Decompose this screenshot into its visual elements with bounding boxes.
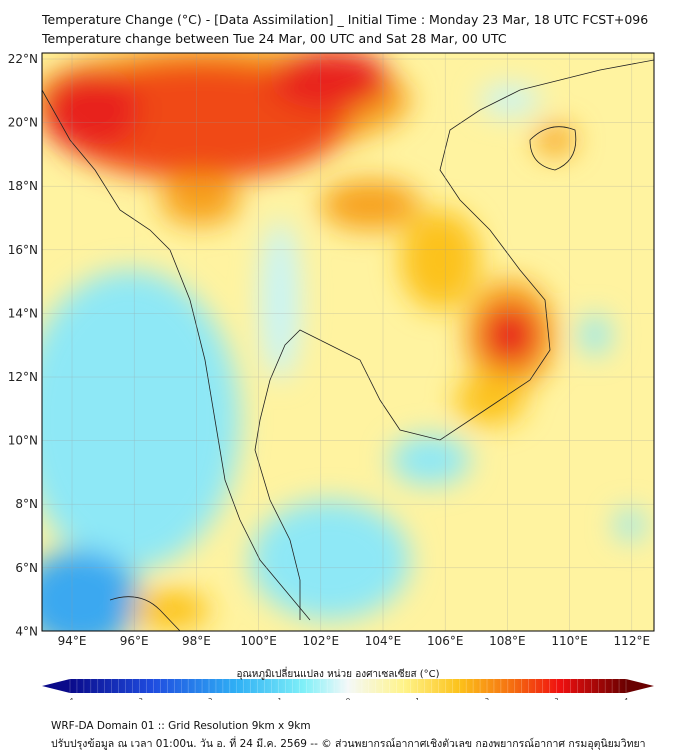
- lon-label: 102°E: [303, 634, 340, 648]
- lon-label: 106°E: [427, 634, 464, 648]
- colorbar-tick-label: -3: [136, 697, 143, 700]
- map-frame: [41, 52, 655, 632]
- lat-label: 8°N: [15, 497, 38, 511]
- heatmap-field: [42, 53, 654, 631]
- lon-label: 104°E: [365, 634, 402, 648]
- colorbar-tick-label: -4: [67, 697, 75, 700]
- lat-label: 10°N: [8, 434, 38, 448]
- temperature-map: 22°N 20°N 18°N 16°N 14°N 12°N 10°N 8°N 6°N 4°N 94°…: [8, 52, 655, 700]
- colorbar-tick-label: 3: [554, 697, 558, 700]
- lon-label: 94°E: [58, 634, 87, 648]
- lat-label: 6°N: [15, 561, 38, 575]
- colorbar-max-arrow: [626, 679, 654, 693]
- lon-label: 100°E: [240, 634, 277, 648]
- colorbar-min-arrow: [42, 679, 70, 693]
- lon-label: 96°E: [120, 634, 149, 648]
- footer-credit: ปรับปรุงข้อมูล ณ เวลา 01:00น. วัน อ. ที่…: [51, 738, 646, 750]
- colorbar-tick-label: -1: [275, 697, 282, 700]
- lat-label: 16°N: [8, 243, 38, 257]
- footer-model-info: WRF-DA Domain 01 :: Grid Resolution 9km …: [51, 720, 311, 732]
- lat-label: 12°N: [8, 370, 38, 384]
- lon-label: 110°E: [551, 634, 588, 648]
- colorbar-tick-label: 2: [485, 697, 489, 700]
- chart-title: Temperature Change (°C) - [Data Assimila…: [42, 12, 649, 27]
- lat-label: 22°N: [8, 52, 38, 66]
- lon-label: 98°E: [182, 634, 211, 648]
- colorbar-tick-label: 4: [624, 697, 629, 700]
- lat-label: 20°N: [8, 116, 38, 130]
- lat-label: 14°N: [8, 306, 38, 320]
- chart-subtitle: Temperature change between Tue 24 Mar, 0…: [42, 31, 507, 46]
- lon-label: 112°E: [614, 634, 651, 648]
- colorbar: -4 -3 -2 -1 0 1 2 3 4: [42, 679, 654, 700]
- coastlines: [42, 59, 654, 631]
- colorbar-label: อุณหภูมิเปลี่ยนแปลง หน่วย องศาเซลเซียส (…: [236, 669, 440, 680]
- colorbar-tick-label: 1: [415, 697, 419, 700]
- lon-label: 108°E: [489, 634, 526, 648]
- colorbar-tick-label: -2: [206, 697, 213, 700]
- gridlines: [42, 53, 654, 631]
- lat-label: 4°N: [15, 624, 38, 638]
- colorbar-tick-label: 0: [346, 697, 350, 700]
- lat-label: 18°N: [8, 179, 38, 193]
